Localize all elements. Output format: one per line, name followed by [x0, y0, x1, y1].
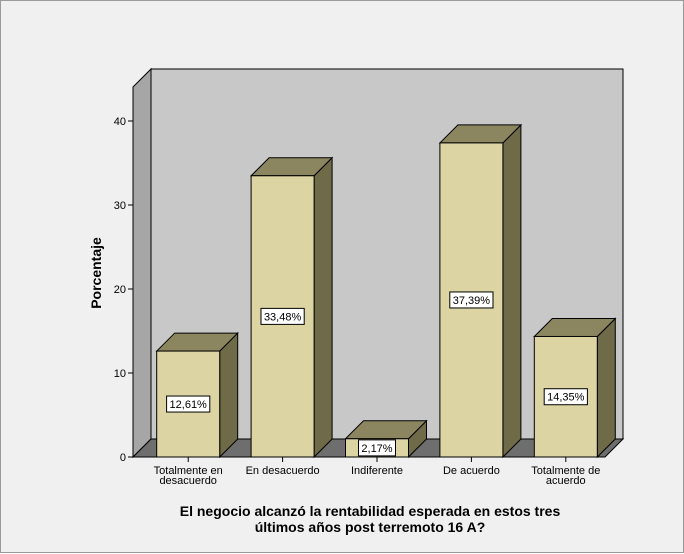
x-tick-label: En desacuerdo — [246, 465, 320, 477]
bar: 14,35% — [533, 317, 617, 459]
data-label-box — [166, 395, 211, 413]
bar-side — [502, 123, 522, 459]
bar: 2,17% — [344, 419, 428, 459]
bar-side — [313, 156, 333, 459]
data-label: 12,61% — [166, 395, 211, 413]
data-label: 33,48% — [260, 307, 305, 325]
y-tick-label: 20 — [114, 284, 126, 296]
x-tick-label: Indiferente — [351, 465, 403, 477]
bar-side — [219, 331, 239, 459]
data-label-text: 12,61% — [170, 399, 208, 411]
bar-side — [596, 317, 616, 459]
data-label-text: 33,48% — [264, 311, 302, 323]
y-tick-label: 10 — [114, 368, 126, 380]
data-label: 37,39% — [449, 291, 494, 309]
x-tick-label: Totalmente de acuerdo — [531, 465, 600, 487]
data-label-text: 37,39% — [453, 295, 491, 307]
data-label-box — [449, 291, 494, 309]
x-tick-label: Totalmente en desacuerdo — [154, 465, 223, 487]
x-axis-title: El negocio alcanzó la rentabilidad esper… — [180, 503, 561, 535]
y-tick-label: 30 — [114, 200, 126, 212]
y-axis-title: Porcentaje — [88, 237, 104, 309]
data-label: 14,35% — [543, 388, 588, 406]
left-wall — [132, 67, 152, 459]
data-label: 2,17% — [358, 439, 396, 457]
bar: 12,61% — [155, 331, 239, 459]
data-label-box — [543, 388, 588, 406]
data-label-box — [358, 439, 396, 457]
bar: 33,48% — [249, 156, 334, 459]
bar: 37,39% — [438, 123, 523, 459]
data-label-text: 2,17% — [361, 443, 392, 455]
y-tick-label: 40 — [114, 116, 126, 128]
data-label-box — [260, 307, 305, 325]
data-label-text: 14,35% — [547, 392, 585, 404]
y-tick-label: 0 — [120, 452, 126, 464]
x-tick-label: De acuerdo — [443, 465, 500, 477]
x-axis-title-text: El negocio alcanzó la rentabilidad esper… — [180, 503, 561, 535]
